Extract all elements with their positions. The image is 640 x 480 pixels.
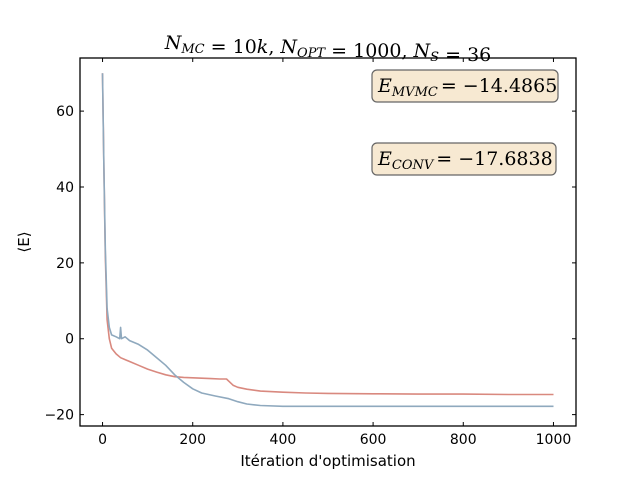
ticks-layer: 0 200 400 600 800 1000 −20 0 20 40 60 xyxy=(44,58,576,448)
annotation-text: ECONV = −17.6838 xyxy=(377,148,553,173)
annotation-text: EMVMC = −14.4865 xyxy=(377,75,557,100)
y-tick-label: 60 xyxy=(56,104,74,120)
y-tick-label: −20 xyxy=(44,408,74,424)
x-tick-label: 800 xyxy=(450,432,477,448)
series-layer xyxy=(101,73,554,408)
energy-annotation-2: ECONV = −17.6838 xyxy=(371,142,557,176)
plot-frame xyxy=(79,57,577,427)
chart-title: NMC = 10k, NOPT = 1000, NS = 36 xyxy=(164,32,492,66)
annotations-layer: EMVMC = −14.4865 ECONV = −17.6838 xyxy=(371,69,559,176)
x-tick-label: 1000 xyxy=(536,432,572,448)
x-tick-label: 200 xyxy=(179,432,206,448)
x-tick-label: 0 xyxy=(98,432,107,448)
series-line-1 xyxy=(101,73,554,396)
x-axis-label: Itération d'optimisation xyxy=(240,452,415,470)
x-tick-label: 600 xyxy=(360,432,387,448)
y-tick-label: 20 xyxy=(56,256,74,272)
series-line-2 xyxy=(101,73,554,408)
y-tick-label: 0 xyxy=(65,332,74,348)
x-tick-label: 400 xyxy=(270,432,297,448)
energy-annotation-1: EMVMC = −14.4865 xyxy=(371,69,559,103)
y-tick-label: 40 xyxy=(56,180,74,196)
y-axis-label: ⟨E⟩ xyxy=(15,231,33,252)
